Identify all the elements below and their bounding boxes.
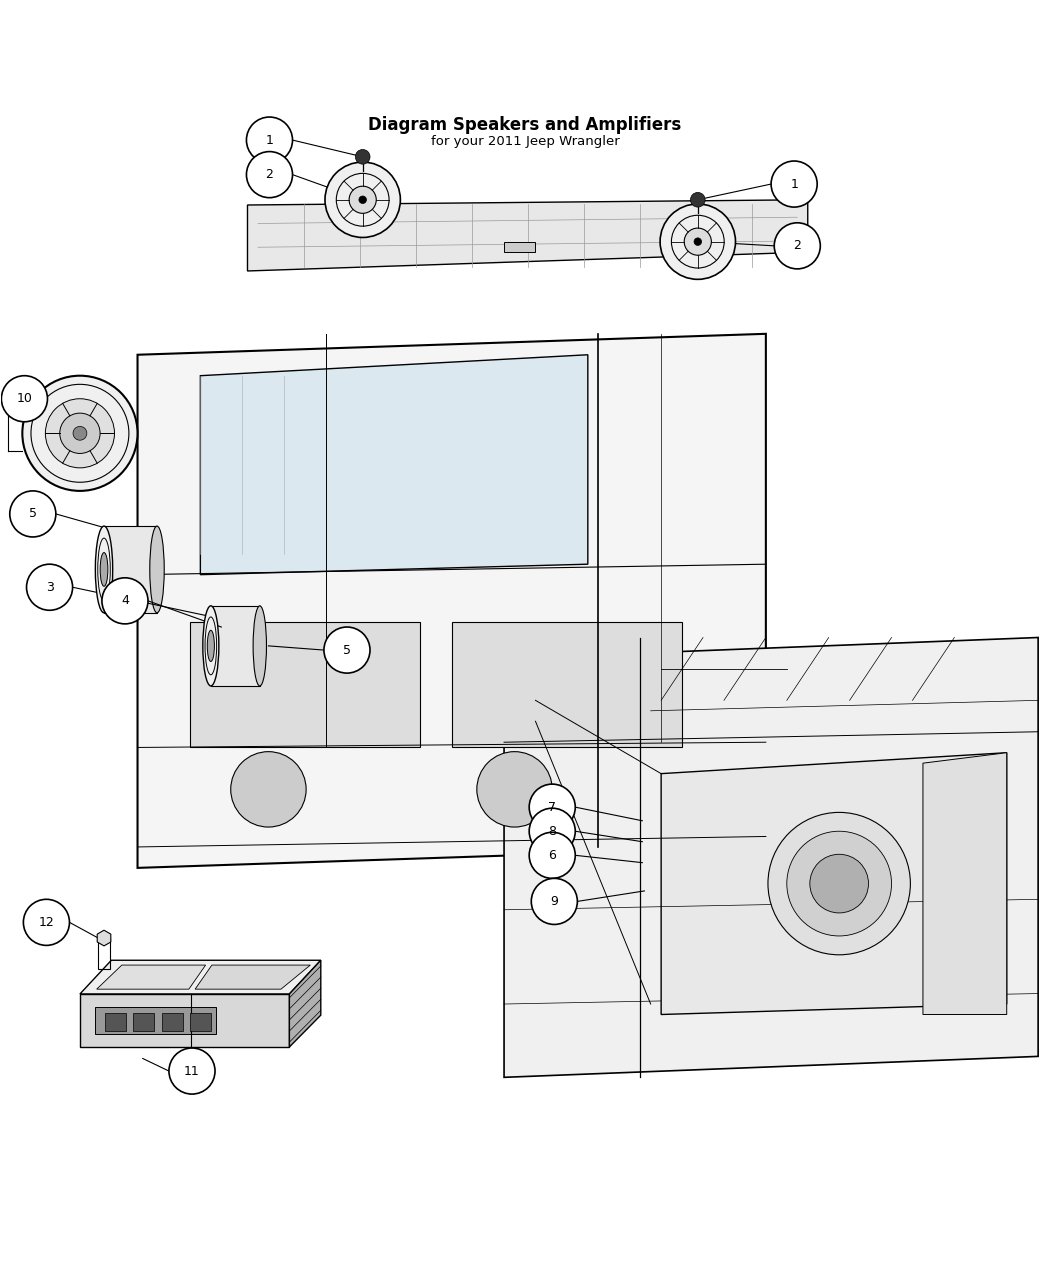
- Polygon shape: [98, 931, 111, 946]
- Circle shape: [60, 413, 100, 454]
- Text: 8: 8: [548, 825, 556, 838]
- Circle shape: [349, 186, 376, 213]
- Text: 10: 10: [17, 393, 33, 405]
- Circle shape: [691, 193, 706, 207]
- Circle shape: [477, 752, 552, 827]
- Polygon shape: [504, 242, 536, 252]
- Bar: [105, 1014, 126, 1030]
- Text: 7: 7: [548, 801, 556, 813]
- Bar: [190, 622, 420, 747]
- Circle shape: [529, 833, 575, 878]
- Text: Diagram Speakers and Amplifiers: Diagram Speakers and Amplifiers: [369, 116, 681, 134]
- Circle shape: [169, 1048, 215, 1094]
- Text: 6: 6: [548, 849, 556, 862]
- Polygon shape: [80, 994, 290, 1047]
- Circle shape: [685, 228, 711, 255]
- Ellipse shape: [253, 606, 267, 686]
- Circle shape: [231, 752, 307, 827]
- Polygon shape: [80, 960, 321, 995]
- Polygon shape: [504, 638, 1038, 1077]
- Circle shape: [810, 854, 868, 913]
- Text: 5: 5: [28, 507, 37, 520]
- Circle shape: [529, 808, 575, 854]
- Circle shape: [247, 152, 293, 198]
- Circle shape: [26, 565, 72, 611]
- Bar: [162, 1014, 183, 1030]
- Polygon shape: [248, 200, 807, 272]
- Circle shape: [102, 578, 148, 623]
- Bar: [452, 622, 682, 747]
- Text: 12: 12: [39, 915, 55, 929]
- Circle shape: [1, 376, 47, 422]
- Text: 9: 9: [550, 895, 559, 908]
- Ellipse shape: [207, 630, 214, 662]
- Bar: [94, 1007, 216, 1034]
- Circle shape: [74, 426, 87, 440]
- Text: for your 2011 Jeep Wrangler: for your 2011 Jeep Wrangler: [430, 135, 620, 148]
- Polygon shape: [290, 960, 321, 1047]
- Circle shape: [247, 117, 293, 163]
- Bar: [133, 1014, 154, 1030]
- Circle shape: [771, 161, 817, 207]
- Circle shape: [45, 399, 114, 468]
- Text: 3: 3: [45, 580, 54, 594]
- Polygon shape: [201, 354, 588, 575]
- Circle shape: [324, 627, 370, 673]
- Circle shape: [22, 376, 138, 491]
- Bar: [211, 606, 259, 686]
- Circle shape: [326, 162, 400, 237]
- Polygon shape: [138, 334, 765, 868]
- Circle shape: [660, 204, 735, 279]
- Polygon shape: [662, 752, 1007, 1015]
- Text: 1: 1: [266, 134, 273, 147]
- Polygon shape: [923, 752, 1007, 1015]
- Text: 2: 2: [794, 240, 801, 252]
- Text: 11: 11: [184, 1065, 200, 1077]
- Bar: [104, 527, 158, 613]
- Text: 4: 4: [121, 594, 129, 607]
- Bar: [190, 1014, 211, 1030]
- Polygon shape: [195, 965, 311, 989]
- Ellipse shape: [100, 552, 108, 587]
- Text: 2: 2: [266, 168, 273, 181]
- Bar: [98, 938, 110, 969]
- Circle shape: [531, 878, 578, 924]
- Ellipse shape: [203, 606, 218, 686]
- Circle shape: [786, 831, 891, 936]
- Ellipse shape: [96, 527, 112, 613]
- Ellipse shape: [150, 527, 164, 613]
- Polygon shape: [97, 965, 206, 989]
- Circle shape: [355, 149, 370, 164]
- Circle shape: [23, 899, 69, 945]
- Circle shape: [359, 196, 366, 204]
- Circle shape: [529, 784, 575, 830]
- Text: 5: 5: [343, 644, 351, 657]
- Text: 1: 1: [791, 177, 798, 190]
- Circle shape: [9, 491, 56, 537]
- Circle shape: [774, 223, 820, 269]
- Circle shape: [694, 238, 701, 245]
- Circle shape: [768, 812, 910, 955]
